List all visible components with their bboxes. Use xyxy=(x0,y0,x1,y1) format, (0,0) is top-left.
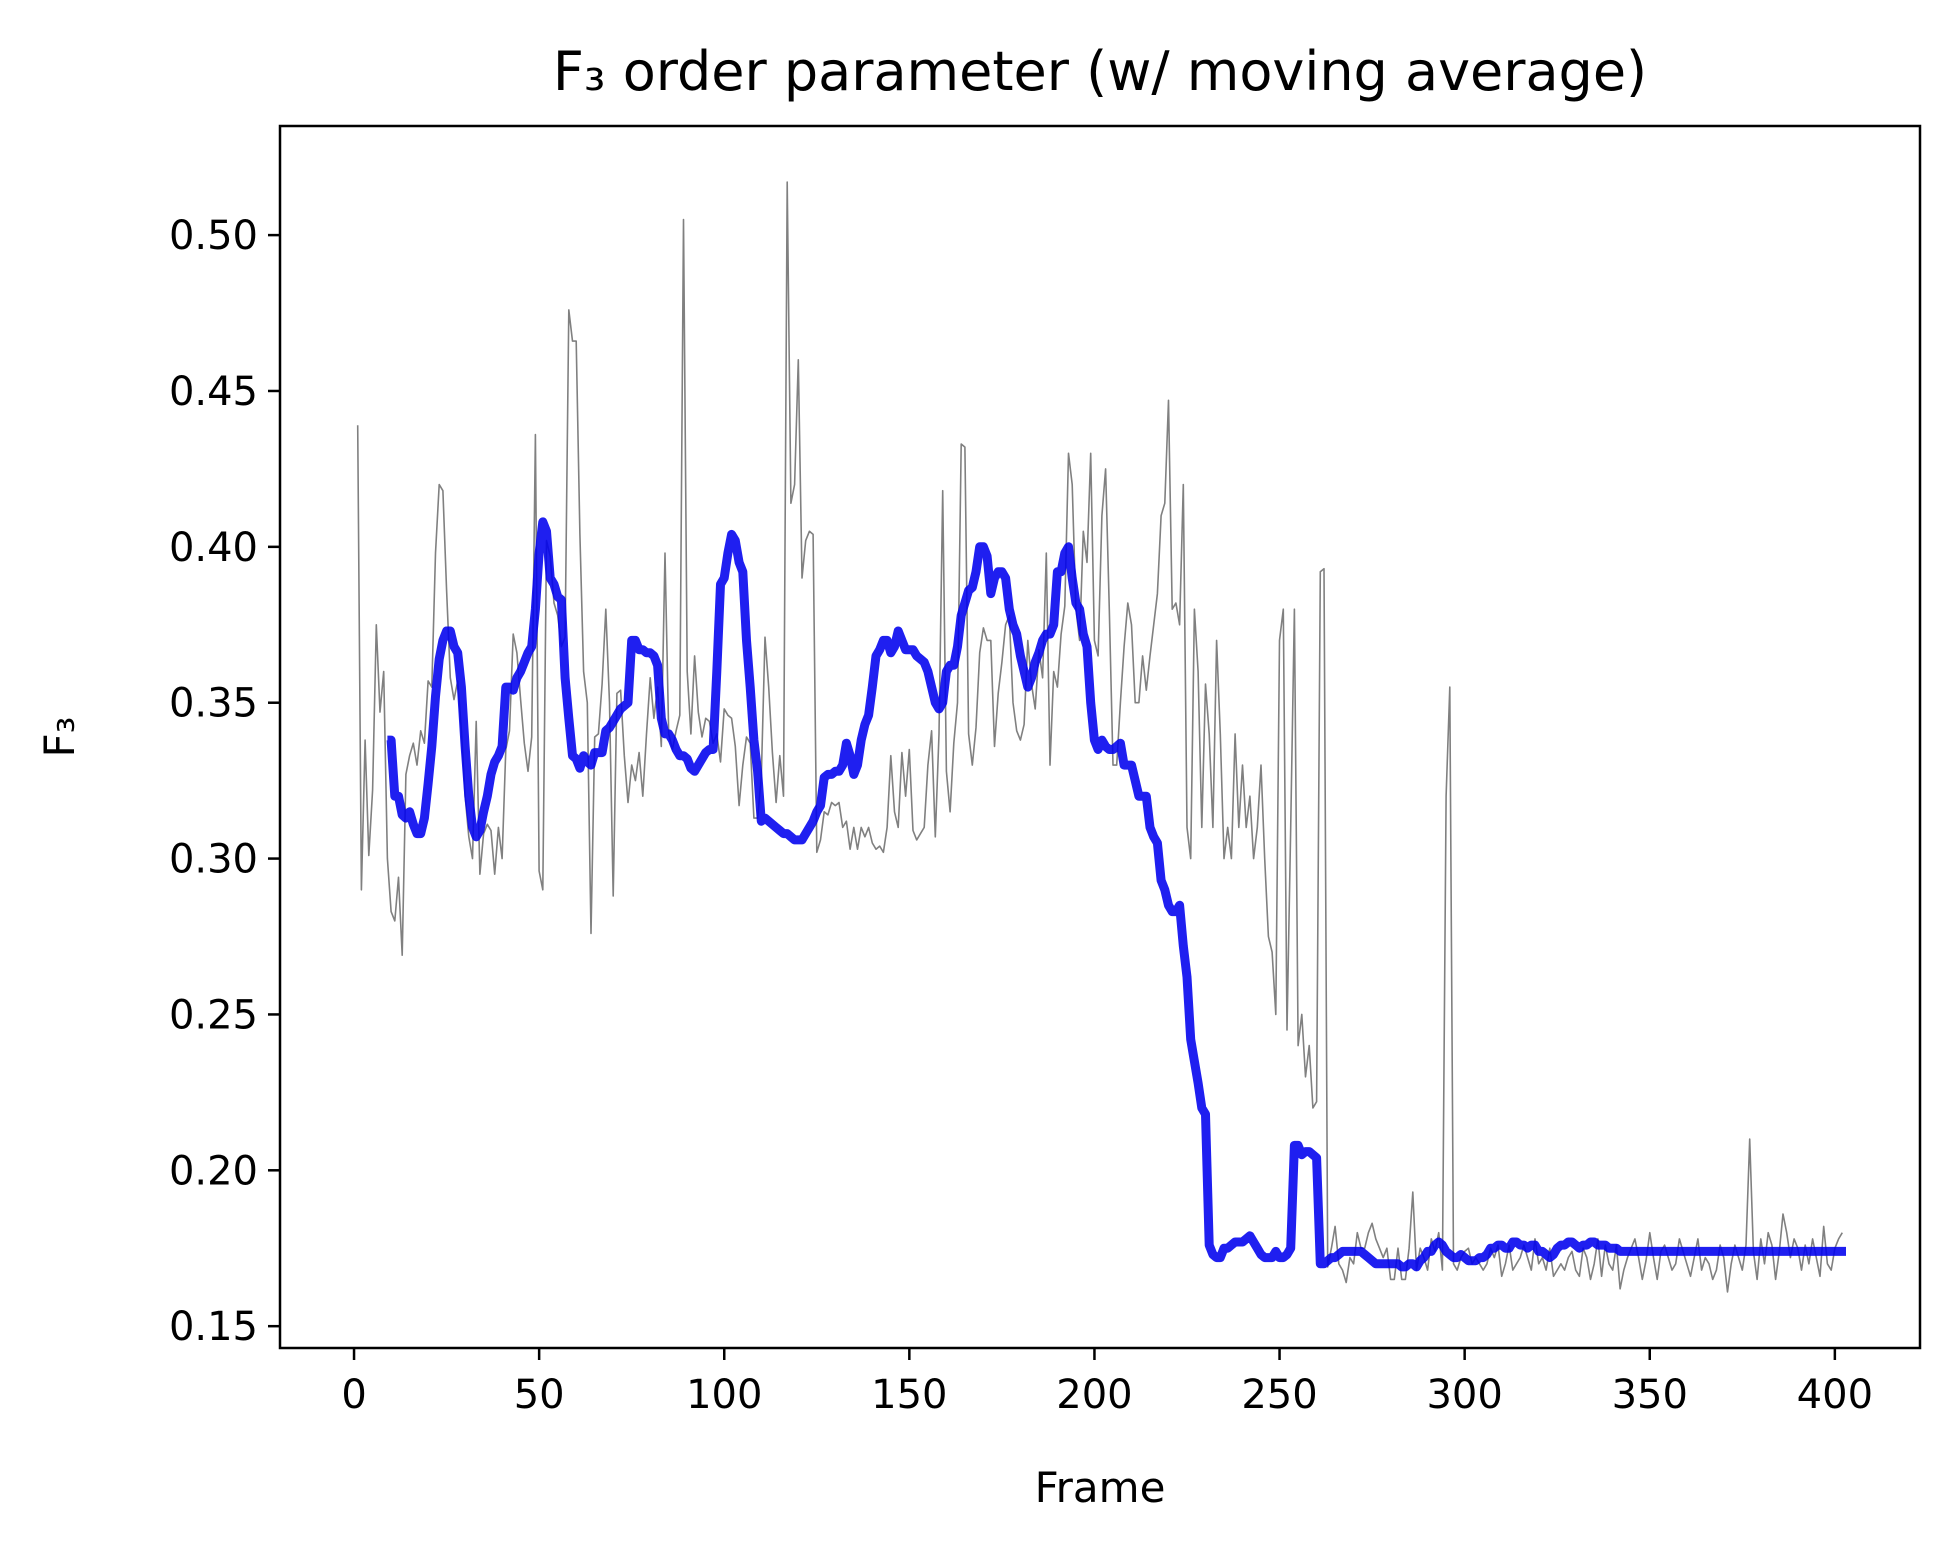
y-tick-label: 0.40 xyxy=(169,525,258,571)
x-tick-label: 400 xyxy=(1797,1372,1873,1418)
x-axis-label: Frame xyxy=(1035,1463,1166,1512)
x-tick-label: 200 xyxy=(1056,1372,1132,1418)
x-tick-label: 350 xyxy=(1612,1372,1688,1418)
x-tick-label: 0 xyxy=(341,1372,366,1418)
x-tick-label: 50 xyxy=(514,1372,565,1418)
chart-title: F₃ order parameter (w/ moving average) xyxy=(553,40,1647,103)
y-axis-label: F₃ xyxy=(35,717,84,758)
y-tick-label: 0.25 xyxy=(169,992,258,1038)
x-tick-label: 150 xyxy=(871,1372,947,1418)
y-tick-label: 0.30 xyxy=(169,837,258,883)
x-tick-label: 300 xyxy=(1426,1372,1502,1418)
x-axis-ticks: 0 50 100 150 200 250 300 350 400 xyxy=(341,1348,1873,1418)
plot-frame xyxy=(278,124,1922,1350)
plot-area xyxy=(356,181,1847,1293)
raw-series-line xyxy=(356,181,1843,1293)
x-tick-label: 100 xyxy=(686,1372,762,1418)
y-tick-label: 0.20 xyxy=(169,1148,258,1194)
y-tick-label: 0.45 xyxy=(169,369,258,415)
moving-average-line xyxy=(386,517,1847,1272)
y-tick-label: 0.15 xyxy=(169,1304,258,1350)
y-tick-label: 0.50 xyxy=(169,213,258,259)
y-axis-ticks: 0.15 0.20 0.25 0.30 0.35 0.40 0.45 0.50 xyxy=(169,213,280,1350)
x-tick-label: 250 xyxy=(1241,1372,1317,1418)
y-tick-label: 0.35 xyxy=(169,681,258,727)
